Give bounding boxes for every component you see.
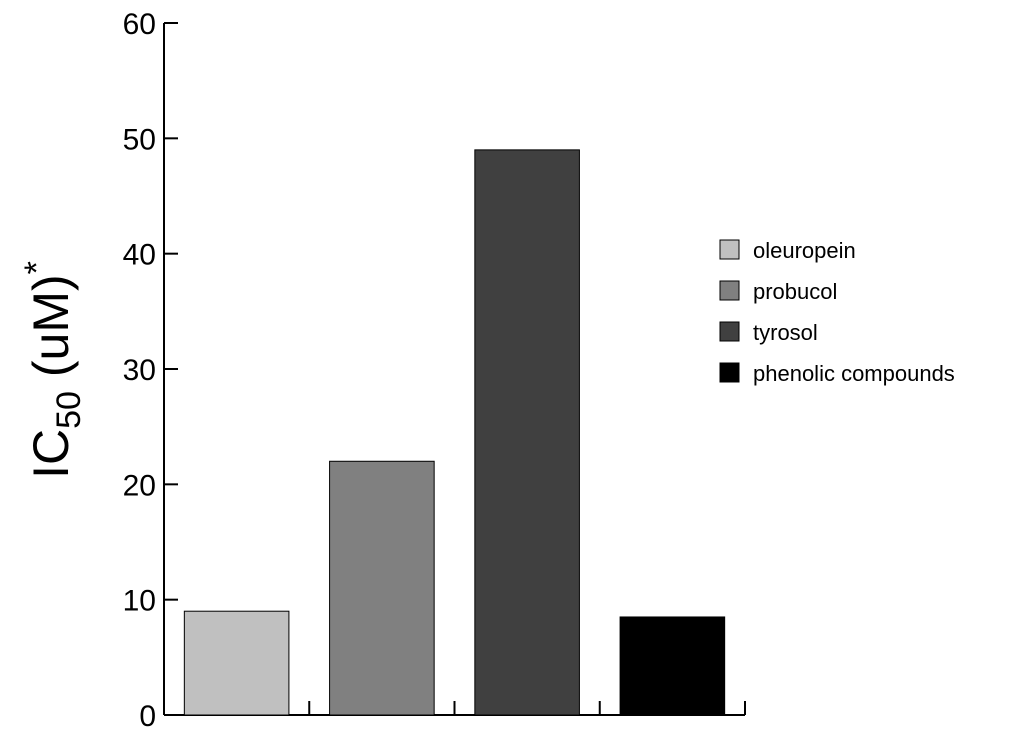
legend: oleuropein probucol tyrosol phenolic compou… — [719, 238, 955, 386]
bar-tyrosol — [474, 149, 580, 716]
bars — [183, 149, 726, 716]
legend-swatch — [719, 239, 740, 260]
legend-label: oleuropein — [753, 238, 856, 263]
y-tick-label: 50 — [123, 123, 156, 156]
y-tick-label: 0 — [139, 700, 156, 729]
legend-swatch — [719, 362, 740, 383]
y-axis-title-superscript: * — [18, 261, 56, 274]
y-axis-title-suffix: (uM) — [23, 274, 79, 391]
y-axis-title-main: IC — [23, 429, 79, 479]
legend-swatch — [719, 321, 740, 342]
legend-swatch — [719, 280, 740, 301]
bar-oleuropein — [183, 610, 290, 716]
y-tick-label: 20 — [123, 469, 156, 502]
y-axis-title-subscript: 50 — [50, 391, 88, 429]
y-tick-label: 60 — [123, 8, 156, 41]
legend-label: probucol — [753, 279, 837, 304]
bar-probucol — [329, 460, 435, 716]
legend-label: tyrosol — [753, 320, 818, 345]
y-tick-label: 30 — [123, 354, 156, 387]
y-ticks: 0 10 20 30 40 50 60 — [123, 8, 178, 729]
x-ticks — [308, 701, 746, 715]
legend-label: phenolic compounds — [753, 361, 955, 386]
y-tick-label: 10 — [123, 585, 156, 618]
bar-phenolic-compounds — [619, 616, 726, 716]
y-tick-label: 40 — [123, 239, 156, 272]
y-axis-title: IC50 (uM)* — [18, 261, 88, 479]
